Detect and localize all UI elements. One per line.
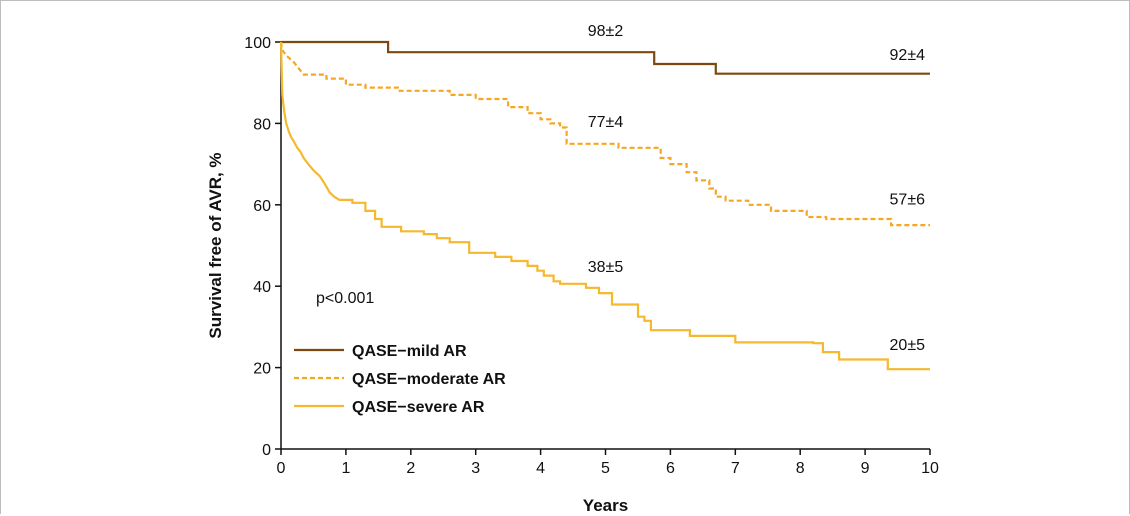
x-tick-label: 4 (536, 460, 545, 477)
p-value: p<0.001 (316, 290, 374, 307)
x-tick-label: 6 (666, 460, 675, 477)
x-tick-label: 9 (861, 460, 870, 477)
curve-annotation: 77±4 (588, 114, 624, 131)
curve-annotation: 92±4 (890, 47, 926, 64)
x-tick-label: 3 (471, 460, 480, 477)
y-tick-label: 0 (262, 442, 271, 459)
curve-annotation: 20±5 (890, 337, 926, 354)
y-ticks: 0 20 40 60 80 100 (244, 35, 281, 459)
curve-annotation: 38±5 (588, 259, 624, 276)
x-tick-label: 1 (341, 460, 350, 477)
x-axis-title: Years (583, 496, 628, 515)
curve-annotation: 98±2 (588, 23, 624, 40)
x-tick-label: 2 (406, 460, 415, 477)
curve-annotation: 57±6 (890, 191, 926, 208)
y-tick-label: 80 (253, 116, 271, 133)
x-tick-label: 5 (601, 460, 610, 477)
y-axis-title: Survival free of AVR, % (206, 152, 225, 338)
y-tick-label: 100 (244, 35, 271, 52)
legend-label: QASE−severe AR (352, 399, 485, 416)
x-tick-label: 0 (277, 460, 286, 477)
legend-label: QASE−moderate AR (352, 371, 506, 388)
x-ticks: 0 1 2 3 4 5 6 7 8 9 10 (277, 449, 939, 477)
survival-curves (279, 40, 930, 371)
legend-label: QASE−mild AR (352, 343, 467, 360)
annotations: 98±2 92±4 77±4 57±6 38±5 20±5 (588, 23, 925, 354)
curve-mild-ar (281, 40, 930, 75)
curve-severe-ar (279, 41, 930, 371)
curve-moderate-ar (279, 41, 930, 227)
x-tick-label: 7 (731, 460, 740, 477)
y-tick-label: 20 (253, 361, 271, 378)
x-tick-label: 10 (921, 460, 939, 477)
y-tick-label: 60 (253, 198, 271, 215)
y-tick-label: 40 (253, 279, 271, 296)
legend: QASE−mild AR QASE−moderate AR QASE−severe … (294, 343, 506, 416)
x-tick-label: 8 (796, 460, 805, 477)
